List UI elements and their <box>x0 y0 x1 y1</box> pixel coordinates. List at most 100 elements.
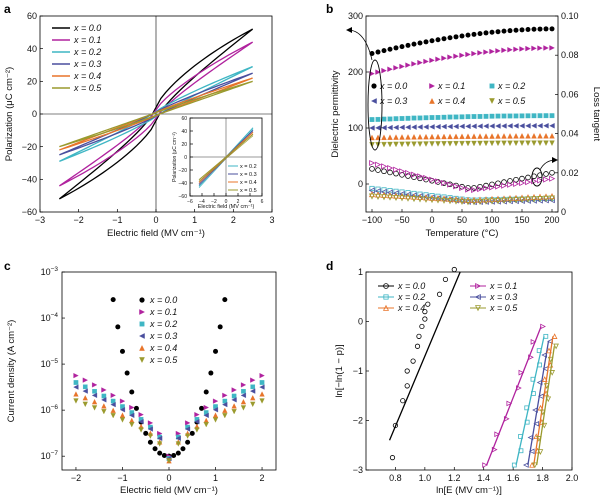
a-inset-xtick-label-3: 0 <box>225 199 228 205</box>
c-point-3-5 <box>119 407 126 413</box>
b-loss-5-22 <box>500 197 508 204</box>
d-point-1-9 <box>540 323 546 330</box>
d-point-0-6 <box>414 343 421 349</box>
b-legend-marker-4 <box>429 98 435 104</box>
d-xtick-label-1: 1.0 <box>419 473 432 483</box>
b-loss-1-3 <box>387 164 394 172</box>
b-perm-0-10 <box>429 38 435 44</box>
b-perm-1-7 <box>411 61 417 67</box>
d-legend-marker-1 <box>475 282 482 290</box>
c-point-5-0 <box>73 398 79 404</box>
b-loss-4-15 <box>458 196 466 203</box>
a-xlabel: Electric field (MV cm⁻¹) <box>107 228 205 239</box>
d-point-3-1 <box>528 448 535 455</box>
d-frame <box>365 271 573 471</box>
b-perm-5-22 <box>501 140 507 147</box>
b-perm-4-18 <box>477 133 483 139</box>
d-point-0-14 <box>451 266 457 273</box>
c-point-0-19 <box>199 405 205 411</box>
b-perm-4-15 <box>459 133 465 139</box>
b-loss-0-6 <box>405 173 411 179</box>
b-loss-0-3 <box>387 169 393 176</box>
d-point-0-10 <box>422 308 428 315</box>
b-loss-4-25 <box>518 194 526 201</box>
b-loss-5-12 <box>440 197 448 204</box>
c-point-3-19 <box>250 388 256 394</box>
b-perm-5-26 <box>525 140 531 147</box>
c-point-3-12 <box>184 426 191 432</box>
b-loss-5-11 <box>434 197 442 204</box>
a-inset-ytick-label-4: 20 <box>181 142 187 148</box>
b-loss-1-10 <box>429 176 436 183</box>
c-point-2-20 <box>259 380 265 385</box>
c-point-4-0 <box>73 391 79 397</box>
b-loss-5-21 <box>494 198 502 205</box>
b-perm-2-30 <box>549 113 555 119</box>
c-point-0-16 <box>185 439 191 445</box>
d-point-4-6 <box>541 376 548 382</box>
d-legend-label-5: x = 0.5 <box>489 303 518 313</box>
d-point-0-11 <box>425 301 431 307</box>
c-ytick-label-2: 10−5 <box>41 358 59 369</box>
panel-c: −2 −1 0 1 2 10−7 10−6 10−5 10−4 10−3 Electric fiel… <box>6 266 277 496</box>
d-point-2-0 <box>511 462 517 468</box>
b-perm-0-26 <box>525 27 531 33</box>
b-loss-5-0 <box>368 193 376 200</box>
b-perm-0-11 <box>435 37 441 43</box>
b-perm-2-29 <box>543 113 549 119</box>
b-perm-5-18 <box>477 140 483 147</box>
b-perm-4-22 <box>501 133 507 139</box>
c-point-0-0 <box>110 297 116 303</box>
b-perm-4-16 <box>465 133 471 139</box>
c-legend-marker-2 <box>139 321 145 327</box>
b-y2label: Loss tangent <box>591 87 600 142</box>
d-legend-marker-2 <box>383 294 389 300</box>
b-ytick-label-2: 200 <box>348 67 363 77</box>
b-perm-5-28 <box>537 140 543 146</box>
d-legend-label-3: x = 0.3 <box>489 292 517 302</box>
a-inset-ytick-label-0: −60 <box>179 194 188 200</box>
b-loss-4-17 <box>470 196 478 203</box>
c-point-0-9 <box>152 446 158 452</box>
c-legend-label-0: x = 0.0 <box>149 295 177 305</box>
b-perm-3-16 <box>465 123 471 130</box>
b-xlabel: Temperature (°C) <box>426 228 499 239</box>
b-perm-0-28 <box>537 26 543 32</box>
b-loss-1-8 <box>417 173 424 180</box>
a-series-0 <box>58 28 254 200</box>
b-loss-1-30 <box>549 175 556 182</box>
d-ytick-label-1: −2 <box>353 416 363 426</box>
c-xtick-label-3: 1 <box>213 473 218 483</box>
b-loss-1-2 <box>381 163 388 170</box>
b-loss-4-7 <box>410 193 418 200</box>
b-perm-3-1 <box>375 125 381 131</box>
b-ellipse <box>367 59 383 151</box>
b-perm-5-5 <box>399 141 405 148</box>
b-perm-4-6 <box>405 134 411 140</box>
b-perm-2-18 <box>477 114 483 119</box>
b-loss-4-9 <box>422 194 430 201</box>
c-point-5-14 <box>203 422 209 428</box>
b-perm-5-13 <box>447 141 453 147</box>
c-point-1-15 <box>212 398 219 404</box>
a-ytick-label-6: 60 <box>27 11 37 21</box>
b-loss-4-11 <box>434 194 442 202</box>
b-perm-5-15 <box>459 140 465 147</box>
b-perm-4-27 <box>531 133 537 139</box>
c-point-0-21 <box>208 370 214 376</box>
c-point-0-20 <box>203 389 209 395</box>
b-xtick-label-6: 200 <box>544 215 559 225</box>
b-loss-4-21 <box>494 195 502 202</box>
c-point-1-14 <box>203 404 209 411</box>
b-loss-5-14 <box>452 198 460 205</box>
c-legend-marker-5 <box>139 357 145 363</box>
a-inset-ytick-label-5: 40 <box>181 129 187 135</box>
c-point-3-3 <box>101 397 107 403</box>
b-loss-4-23 <box>506 195 514 202</box>
b-perm-4-21 <box>495 133 501 139</box>
a-inset-xlabel: Electric field (MV cm⁻¹) <box>198 204 255 210</box>
c-point-2-2 <box>92 388 97 394</box>
b-perm-3-17 <box>471 123 477 129</box>
c-point-0-8 <box>147 439 153 445</box>
b-perm-4-2 <box>381 134 387 140</box>
